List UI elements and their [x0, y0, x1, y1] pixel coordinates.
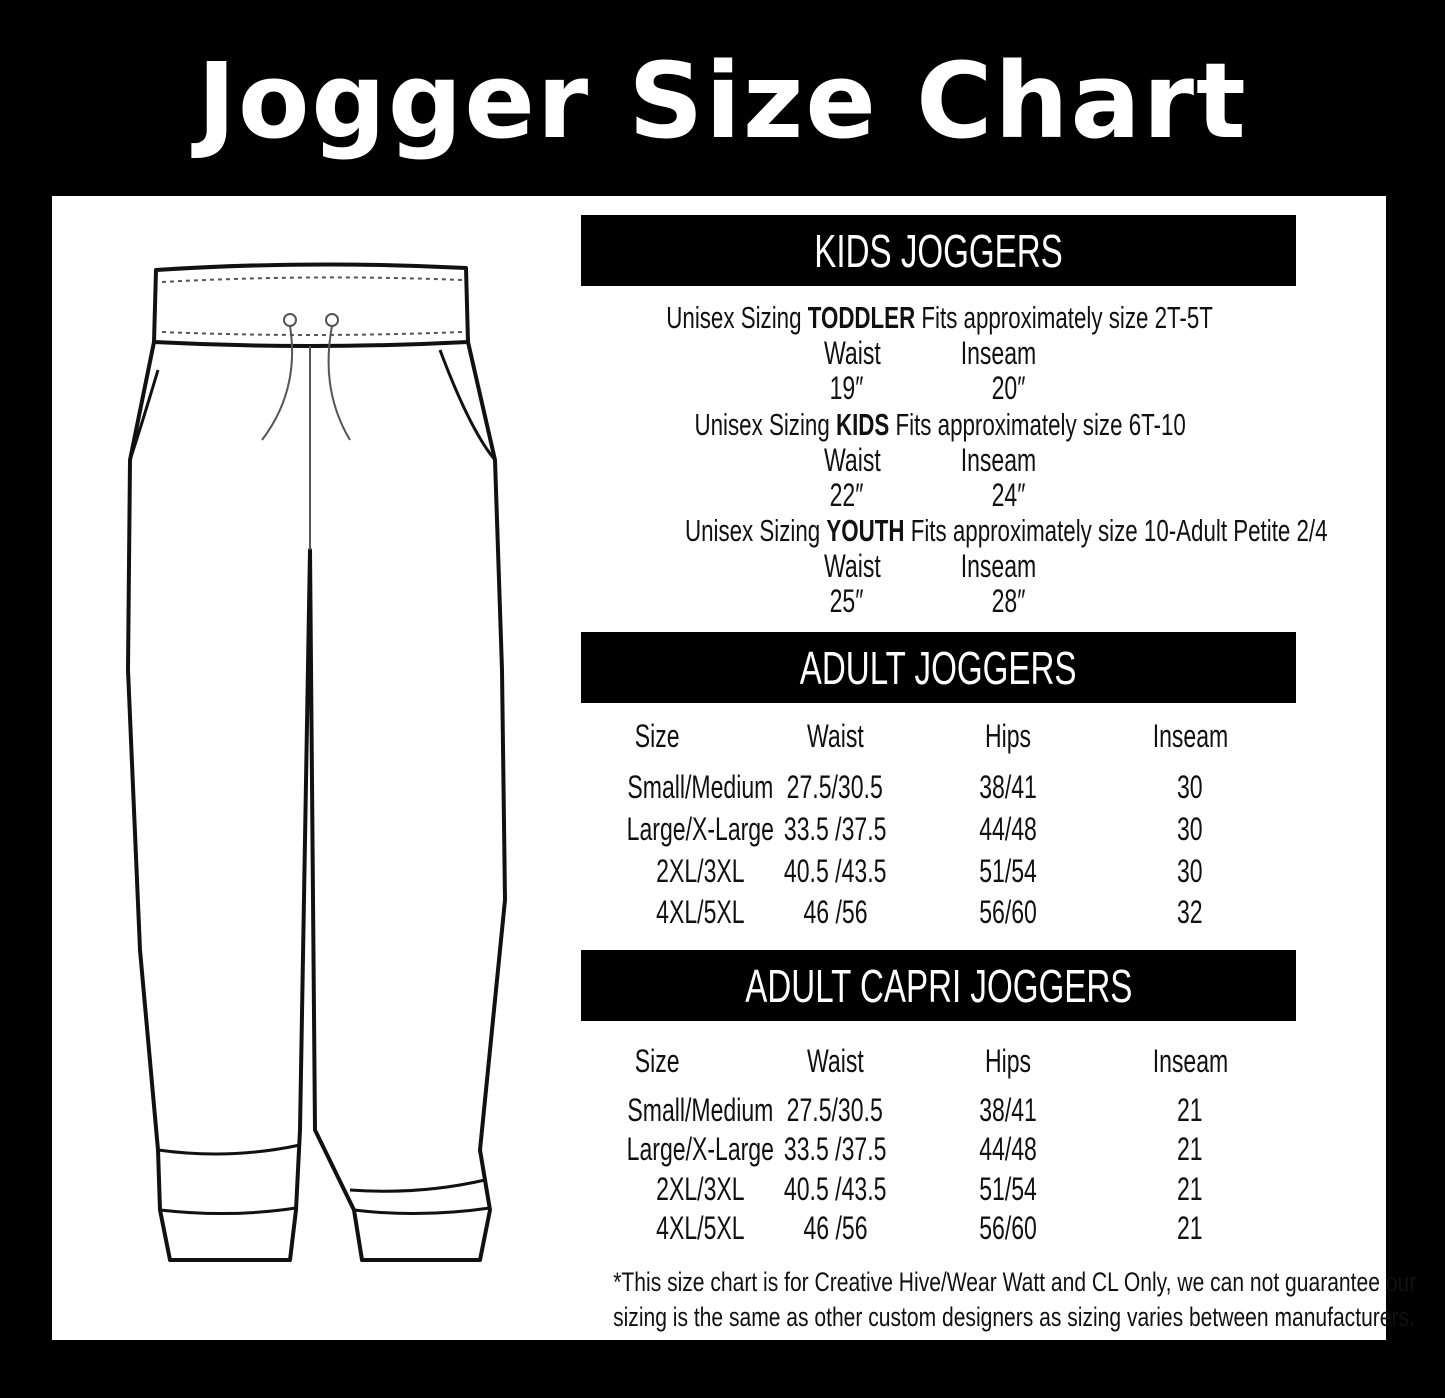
table-cell: 38/41 — [979, 1092, 1037, 1128]
kids-group-prefix: Unisex Sizing — [684, 513, 821, 548]
adult-capri-joggers-header: ADULT CAPRI JOGGERS — [581, 950, 1296, 1021]
kids-size-group-title: Unisex Sizing KIDS Fits approximately si… — [560, 407, 1320, 443]
table-cell: 30 — [1177, 811, 1203, 847]
table-cell: Large/X-Large — [626, 1131, 774, 1167]
table-cell: 44/48 — [979, 1131, 1037, 1167]
footnote-line-2: sizing is the same as other custom desig… — [613, 1302, 1415, 1332]
inseam-value: 28″ — [991, 583, 1025, 619]
kids-group-prefix: Unisex Sizing — [666, 300, 802, 335]
inseam-label: Inseam — [960, 335, 1036, 371]
table-cell: 46 /56 — [802, 894, 868, 930]
column-header-inseam: Inseam — [1152, 718, 1228, 754]
table-cell: 56/60 — [979, 1210, 1037, 1246]
column-header-size: Size — [634, 718, 680, 754]
table-cell: Small/Medium — [627, 1092, 773, 1128]
table-cell: 40.5 /43.5 — [783, 853, 887, 889]
kids-group-suffix: Fits approximately size 6T-10 — [895, 406, 1186, 442]
inseam-value: 24″ — [991, 476, 1025, 513]
table-cell: 2XL/3XL — [655, 1171, 745, 1207]
footnote-line-1: *This size chart is for Creative Hive/We… — [613, 1267, 1417, 1297]
column-header-hips: Hips — [984, 1043, 1032, 1079]
inseam-label: Inseam — [960, 441, 1036, 478]
table-cell: 30 — [1177, 853, 1203, 889]
page-title: Jogger Size Chart — [197, 40, 1248, 162]
kids-group-suffix: Fits approximately size 10-Adult Petite … — [910, 513, 1328, 548]
table-cell: 27.5/30.5 — [786, 1092, 884, 1128]
adult-joggers-header: ADULT JOGGERS — [581, 632, 1296, 703]
table-cell: 32 — [1177, 894, 1203, 930]
jogger-illustration — [126, 262, 507, 1262]
table-cell: 21 — [1177, 1092, 1203, 1128]
table-cell: 51/54 — [979, 853, 1037, 889]
kids-size-group-title: Unisex Sizing YOUTH Fits approximately s… — [560, 513, 1328, 549]
inseam-label: Inseam — [960, 548, 1036, 584]
table-cell: 4XL/5XL — [655, 894, 745, 930]
column-header-waist: Waist — [806, 718, 864, 754]
table-cell: 46 /56 — [802, 1210, 868, 1246]
table-cell: 40.5 /43.5 — [783, 1171, 887, 1207]
column-header-inseam: Inseam — [1152, 1043, 1228, 1079]
table-cell: 30 — [1177, 769, 1203, 805]
table-cell: Large/X-Large — [626, 811, 774, 847]
table-cell: 21 — [1177, 1171, 1203, 1207]
table-cell: 56/60 — [979, 894, 1037, 930]
table-cell: 44/48 — [979, 811, 1037, 847]
table-cell: 21 — [1177, 1131, 1203, 1167]
waist-label: Waist — [823, 548, 881, 584]
table-cell: 51/54 — [979, 1171, 1037, 1207]
waist-value: 19″ — [829, 370, 863, 406]
table-cell: 4XL/5XL — [655, 1210, 745, 1246]
kids-size-group-title: Unisex Sizing TODDLER Fits approximately… — [560, 300, 1320, 336]
waist-label: Waist — [823, 335, 881, 371]
table-cell: 38/41 — [979, 769, 1037, 805]
column-header-waist: Waist — [806, 1043, 864, 1079]
column-header-hips: Hips — [984, 718, 1032, 754]
column-header-size: Size — [634, 1043, 680, 1079]
kids-group-prefix: Unisex Sizing — [694, 406, 830, 442]
table-cell: 2XL/3XL — [655, 853, 745, 889]
kids-group-label: YOUTH — [826, 513, 905, 548]
table-cell: 33.5 /37.5 — [783, 811, 887, 847]
table-cell: 33.5 /37.5 — [783, 1131, 887, 1167]
waist-label: Waist — [823, 441, 881, 478]
kids-group-label: KIDS — [835, 406, 890, 442]
waist-value: 22″ — [829, 476, 863, 513]
table-cell: 21 — [1177, 1210, 1203, 1246]
table-cell: Small/Medium — [627, 769, 773, 805]
kids-group-suffix: Fits approximately size 2T-5T — [921, 300, 1214, 335]
table-cell: 27.5/30.5 — [786, 769, 884, 805]
kids-group-label: TODDLER — [808, 300, 916, 335]
kids-joggers-header: KIDS JOGGERS — [581, 215, 1296, 286]
inseam-value: 20″ — [991, 370, 1025, 406]
waist-value: 25″ — [829, 583, 863, 619]
